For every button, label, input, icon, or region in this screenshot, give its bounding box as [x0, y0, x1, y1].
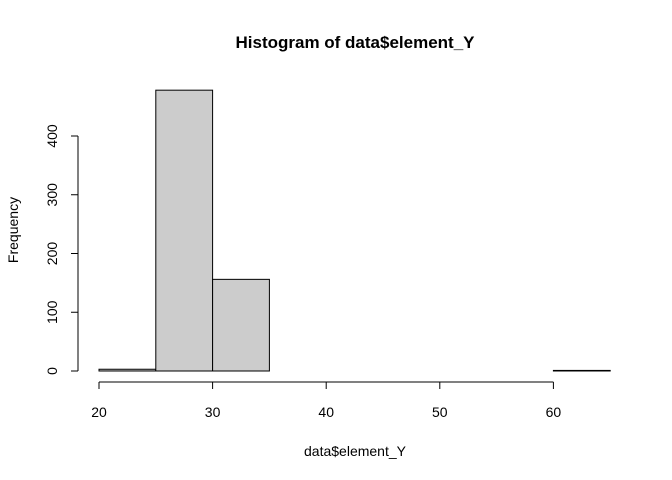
y-tick-label: 400	[44, 124, 60, 148]
x-tick-label: 50	[432, 404, 448, 420]
x-tick-label: 60	[546, 404, 562, 420]
histogram-bar	[98, 368, 157, 372]
bars-group	[98, 89, 611, 372]
y-tick-label: 300	[44, 183, 60, 207]
chart-title: Histogram of data$element_Y	[235, 33, 475, 52]
y-axis: 0 100 200 300 400	[44, 124, 79, 375]
y-axis-label: Frequency	[5, 197, 21, 263]
y-tick-label: 200	[44, 242, 60, 266]
x-axis: 20 30 40 50 60	[91, 381, 562, 420]
y-tick-label: 100	[44, 300, 60, 324]
x-axis-label: data$element_Y	[304, 443, 407, 459]
y-tick-label: 0	[44, 367, 60, 375]
histogram-bar	[552, 369, 611, 372]
histogram-bar	[155, 89, 214, 372]
x-tick-label: 40	[318, 404, 334, 420]
x-tick-label: 30	[205, 404, 221, 420]
histogram-bar	[212, 278, 270, 372]
x-tick-label: 20	[91, 404, 107, 420]
